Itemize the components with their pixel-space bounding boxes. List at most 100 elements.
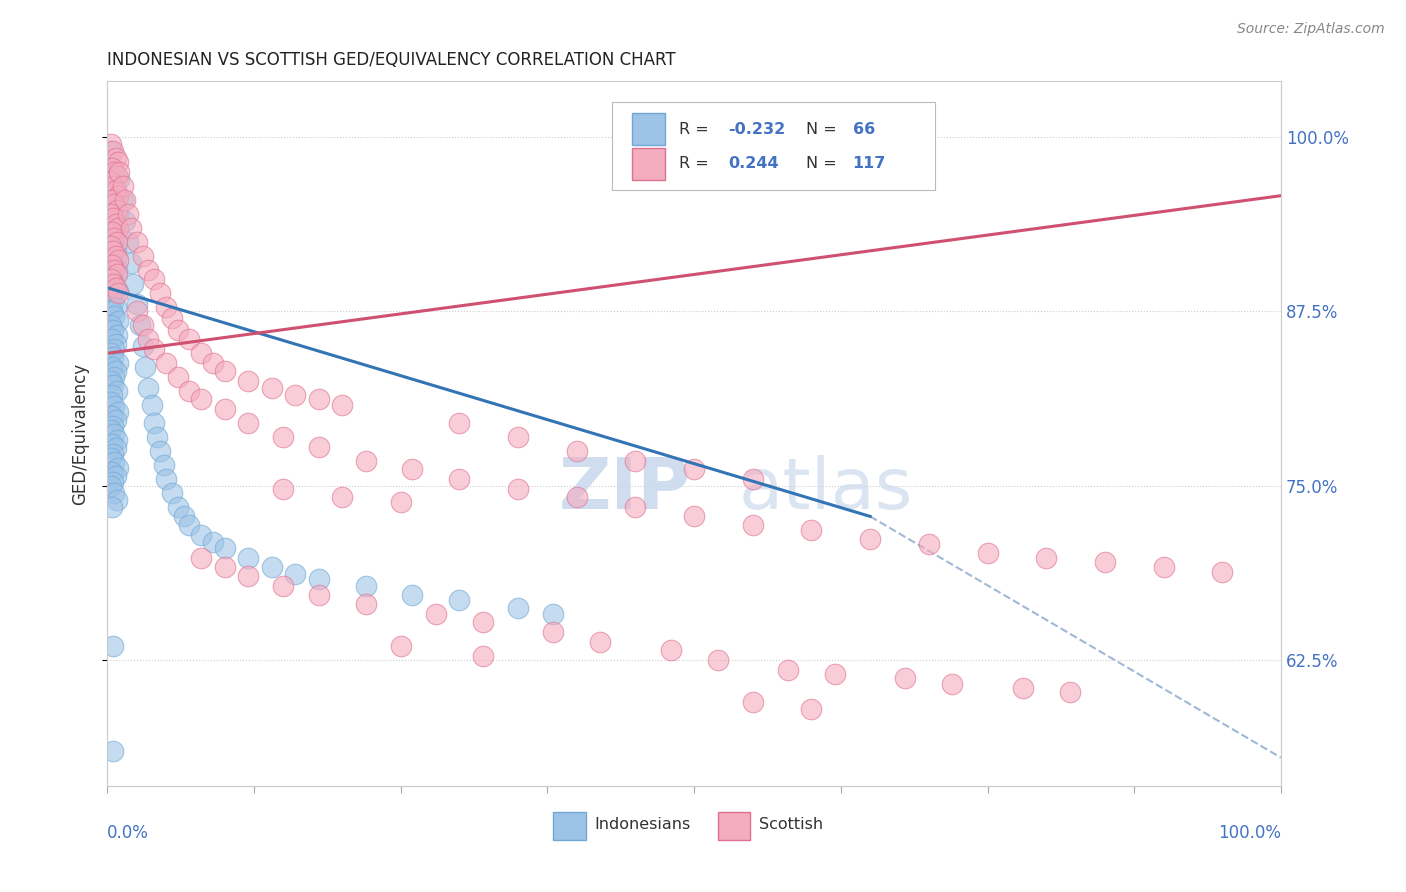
Point: [190, 527, 212, 541]
Text: 117: 117: [852, 156, 886, 171]
Point: [260, 381, 283, 395]
Point: [449, 472, 471, 486]
Point: [125, 304, 148, 318]
Point: [1011, 681, 1033, 695]
FancyBboxPatch shape: [717, 812, 751, 839]
Point: [105, 202, 128, 217]
Point: [565, 443, 588, 458]
Point: [138, 262, 160, 277]
Point: [214, 364, 236, 378]
Point: [100, 137, 122, 152]
Point: [101, 465, 124, 479]
Point: [308, 572, 330, 586]
Point: [683, 462, 706, 476]
Point: [101, 378, 124, 392]
Point: [179, 332, 201, 346]
Point: [101, 447, 124, 461]
Point: [506, 482, 529, 496]
Point: [120, 255, 142, 269]
Point: [214, 559, 236, 574]
Point: [103, 197, 125, 211]
Point: [108, 165, 131, 179]
Point: [236, 416, 259, 430]
Point: [108, 172, 131, 186]
Point: [100, 144, 122, 158]
Point: [104, 469, 127, 483]
Point: [104, 249, 127, 263]
Text: N =: N =: [806, 156, 842, 171]
Point: [449, 593, 471, 607]
Point: [107, 284, 129, 298]
Point: [122, 277, 145, 291]
Point: [155, 472, 177, 486]
Point: [105, 328, 128, 343]
Point: [1153, 559, 1175, 574]
Point: [800, 524, 823, 538]
Point: [273, 482, 295, 496]
Point: [103, 165, 125, 179]
Point: [100, 423, 122, 437]
Point: [101, 244, 124, 259]
Point: [160, 311, 183, 326]
Point: [543, 625, 565, 640]
Point: [107, 252, 129, 267]
Point: [683, 509, 706, 524]
Point: [236, 551, 259, 566]
Point: [101, 744, 124, 758]
Point: [100, 479, 122, 493]
Point: [101, 294, 124, 309]
Text: INDONESIAN VS SCOTTISH GED/EQUIVALENCY CORRELATION CHART: INDONESIAN VS SCOTTISH GED/EQUIVALENCY C…: [107, 51, 676, 69]
Point: [354, 597, 377, 611]
Point: [117, 207, 139, 221]
Point: [134, 360, 156, 375]
Point: [120, 220, 142, 235]
Point: [308, 392, 330, 407]
Point: [800, 702, 823, 716]
Point: [107, 207, 129, 221]
Point: [105, 169, 128, 183]
Point: [105, 262, 128, 277]
Point: [179, 384, 201, 398]
Point: [284, 566, 307, 581]
Point: [104, 186, 127, 200]
Point: [330, 398, 353, 412]
Point: [101, 500, 124, 514]
Point: [101, 360, 124, 375]
Point: [100, 272, 122, 286]
Point: [190, 346, 212, 360]
Point: [131, 339, 153, 353]
Point: [190, 551, 212, 566]
Point: [201, 356, 224, 370]
Point: [624, 453, 647, 467]
Point: [173, 509, 195, 524]
Point: [894, 671, 917, 685]
Point: [354, 453, 377, 467]
Point: [425, 607, 447, 621]
Point: [101, 269, 124, 284]
Point: [105, 267, 128, 281]
Text: Source: ZipAtlas.com: Source: ZipAtlas.com: [1237, 22, 1385, 37]
Point: [145, 430, 167, 444]
Point: [201, 534, 224, 549]
Point: [111, 178, 134, 193]
Point: [214, 402, 236, 417]
Text: 66: 66: [852, 121, 875, 136]
FancyBboxPatch shape: [612, 103, 935, 191]
Point: [143, 342, 166, 356]
Point: [100, 374, 122, 388]
Point: [125, 235, 148, 249]
Point: [107, 155, 129, 169]
Point: [101, 255, 124, 269]
Point: [103, 220, 125, 235]
Point: [101, 437, 124, 451]
Point: [143, 272, 166, 286]
Point: [101, 178, 124, 193]
Point: [107, 286, 129, 301]
Point: [101, 418, 124, 433]
Point: [101, 235, 124, 249]
Text: 0.244: 0.244: [728, 156, 779, 171]
Point: [103, 399, 125, 413]
Point: [506, 430, 529, 444]
Point: [214, 541, 236, 556]
Point: [389, 495, 412, 509]
